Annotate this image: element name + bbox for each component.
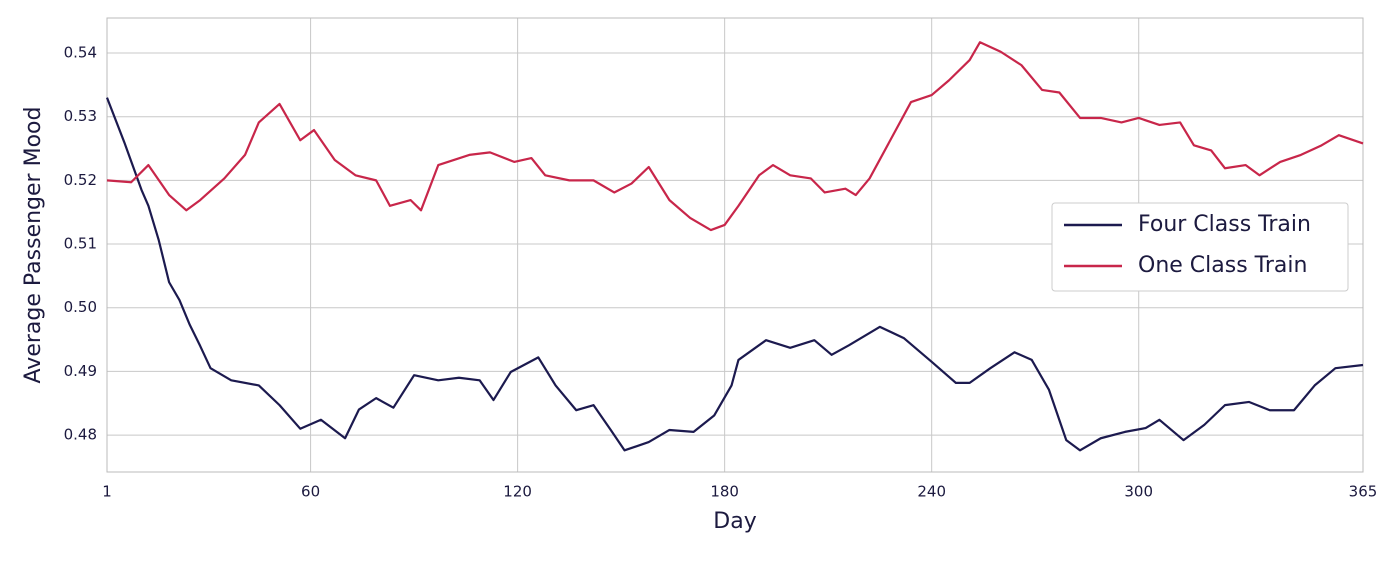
x-tick-label: 60	[301, 483, 320, 501]
x-axis-label: Day	[713, 509, 756, 534]
y-tick-label: 0.51	[64, 235, 97, 253]
plot-frame	[106, 17, 1364, 473]
x-tick-label: 180	[710, 483, 739, 501]
legend-label: One Class Train	[1138, 253, 1307, 278]
y-tick-label: 0.53	[64, 107, 97, 125]
y-tick-label: 0.48	[64, 426, 97, 444]
x-tick-label: 240	[917, 483, 946, 501]
legend-label: Four Class Train	[1138, 212, 1311, 237]
y-tick-label: 0.50	[64, 298, 97, 316]
line-series	[105, 97, 1364, 452]
x-tick-label: 1	[102, 483, 112, 501]
x-tick-label: 300	[1124, 483, 1153, 501]
legend-box	[1051, 202, 1349, 292]
y-tick-label: 0.49	[64, 362, 97, 380]
x-tick-label: 120	[503, 483, 532, 501]
y-tick-label: 0.52	[64, 171, 97, 189]
y-axis-label: Average Passenger Mood	[21, 107, 46, 384]
x-tick-label: 365	[1349, 483, 1378, 501]
line-series	[106, 41, 1364, 232]
y-tick-label: 0.54	[64, 44, 97, 62]
